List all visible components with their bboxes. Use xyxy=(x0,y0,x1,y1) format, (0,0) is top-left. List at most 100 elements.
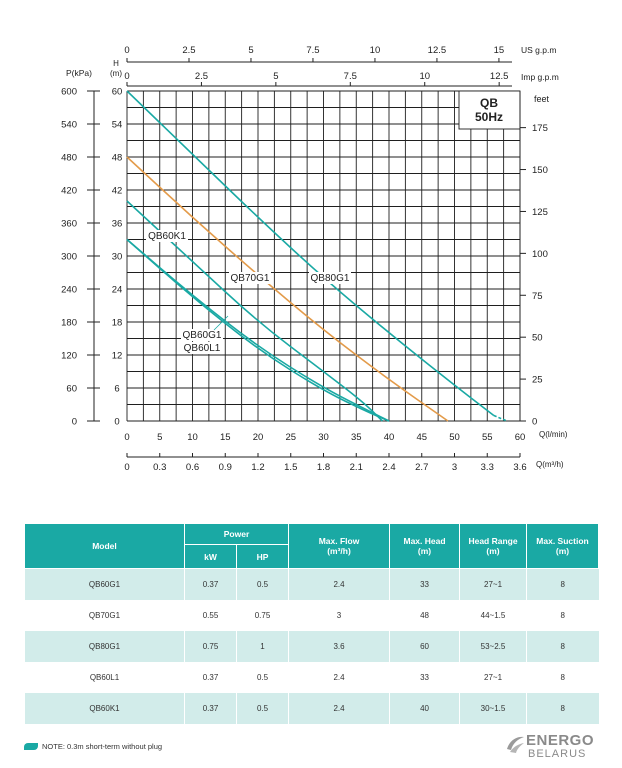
cell-model: QB60G1 xyxy=(24,568,185,600)
y-feet-label: feet xyxy=(534,94,550,104)
cell-kw: 0.37 xyxy=(184,568,237,600)
cell-kw: 0.75 xyxy=(184,631,237,662)
curve-label-bg xyxy=(181,342,223,354)
x-m3h-tick-label: 1.5 xyxy=(284,462,297,473)
y-head-tick-label: 24 xyxy=(112,285,123,296)
header-max-flow: Max. Flow (m³/h) xyxy=(288,523,391,569)
cell-max-suction: 8 xyxy=(526,631,599,662)
curve-label-qb70g1: QB70G1 xyxy=(231,273,270,284)
y-kpa-tick-label: 420 xyxy=(61,186,77,197)
cell-hp: 0.5 xyxy=(235,693,289,724)
cell-head-range: 27~1 xyxy=(459,568,527,600)
y-head-tick-label: 36 xyxy=(112,219,123,230)
cell-max-head: 48 xyxy=(389,600,460,631)
cell-hp: 1 xyxy=(235,631,289,662)
y-kpa-tick-label: 120 xyxy=(61,351,77,362)
x-lmin-label: Q(l/min) xyxy=(539,430,568,439)
x-lmin-tick-label: 5 xyxy=(157,432,162,443)
table-row: QB60L1 0.37 0.5 2.4 33 27~1 8 xyxy=(24,662,599,693)
y-head-tick-label: 18 xyxy=(112,318,123,329)
curve-label-qb60l1: QB60L1 xyxy=(184,343,221,354)
x-imp-label: Imp g.p.m xyxy=(521,72,559,82)
y-kpa-tick-label: 600 xyxy=(61,87,77,98)
x-m3h-tick-label: 0.9 xyxy=(219,462,232,473)
x-us-tick-label: 2.5 xyxy=(182,45,195,56)
x-m3h-tick-label: 2.7 xyxy=(415,462,428,473)
y-feet-tick-label: 50 xyxy=(532,333,543,344)
y-head-tick-label: 60 xyxy=(112,87,123,98)
x-m3h-tick-label: 0 xyxy=(124,462,129,473)
x-lmin-tick-label: 35 xyxy=(351,432,362,443)
x-m3h-tick-label: 2.1 xyxy=(350,462,363,473)
cell-head-range: 27~1 xyxy=(459,662,527,693)
y-kpa-tick-label: 480 xyxy=(61,153,77,164)
x-m3h-tick-label: 0.6 xyxy=(186,462,199,473)
curve-label-bg xyxy=(229,272,271,284)
y-head-tick-label: 48 xyxy=(112,153,123,164)
cell-max-flow: 3 xyxy=(288,600,390,631)
badge-model: QB xyxy=(480,96,498,110)
cell-hp: 0.5 xyxy=(235,568,289,600)
y-head-label-line1: H xyxy=(113,59,119,68)
curve-label-bg xyxy=(309,272,351,284)
cell-kw: 0.37 xyxy=(184,693,237,724)
y-head-label-line2: (m) xyxy=(110,69,122,78)
cell-max-flow: 2.4 xyxy=(288,693,390,724)
x-m3h-tick-label: 0.3 xyxy=(153,462,166,473)
x-m3h-tick-label: 1.2 xyxy=(251,462,264,473)
x-lmin-tick-label: 15 xyxy=(220,432,231,443)
curve-label-bg xyxy=(146,230,188,242)
table-row: QB80G1 0.75 1 3.6 60 53~2.5 8 xyxy=(24,631,599,662)
y-kpa-tick-label: 0 xyxy=(72,417,77,428)
footnote: NOTE: 0.3m short-term without plug xyxy=(42,742,163,751)
x-lmin-tick-label: 40 xyxy=(384,432,395,443)
curve-label-qb60g1: QB60G1 xyxy=(183,330,222,341)
header-kw: kW xyxy=(184,544,237,569)
x-lmin-tick-label: 45 xyxy=(416,432,427,443)
x-m3h-tick-label: 2.4 xyxy=(382,462,395,473)
logo-line1: ENERGO xyxy=(526,732,595,749)
y-head-tick-label: 6 xyxy=(114,384,119,395)
cell-max-suction: 8 xyxy=(526,600,599,631)
cell-max-flow: 2.4 xyxy=(288,568,390,600)
header-power: Power xyxy=(183,523,290,545)
note-marker xyxy=(24,743,38,750)
cell-max-flow: 3.6 xyxy=(288,631,390,662)
x-us-tick-label: 5 xyxy=(248,45,253,56)
cell-max-head: 40 xyxy=(389,693,460,724)
cell-max-suction: 8 xyxy=(526,568,599,600)
x-m3h-tick-label: 3.3 xyxy=(481,462,494,473)
x-imp-tick-label: 12.5 xyxy=(490,71,509,82)
cell-hp: 0.5 xyxy=(235,662,289,693)
x-us-tick-label: 0 xyxy=(124,45,129,56)
curve-label-qb60k1: QB60K1 xyxy=(148,231,186,242)
cell-model: QB60L1 xyxy=(24,662,185,693)
x-lmin-tick-label: 0 xyxy=(124,432,129,443)
x-imp-tick-label: 0 xyxy=(124,71,129,82)
x-imp-tick-label: 7.5 xyxy=(344,71,357,82)
x-us-tick-label: 10 xyxy=(370,45,381,56)
x-us-tick-label: 12.5 xyxy=(428,45,447,56)
y-kpa-tick-label: 60 xyxy=(66,384,77,395)
cell-head-range: 44~1.5 xyxy=(459,600,527,631)
cell-max-head: 60 xyxy=(389,631,460,662)
x-lmin-tick-label: 10 xyxy=(187,432,198,443)
y-feet-tick-label: 175 xyxy=(532,123,548,134)
cell-head-range: 30~1.5 xyxy=(459,693,527,724)
curve-label-qb80g1: QB80G1 xyxy=(311,273,350,284)
brand-logo: ENERGO BELARUS xyxy=(504,730,604,764)
x-lmin-tick-label: 20 xyxy=(253,432,264,443)
cell-kw: 0.37 xyxy=(184,662,237,693)
x-m3h-tick-label: 3.6 xyxy=(513,462,526,473)
swirl-logo-icon xyxy=(507,736,524,753)
header-hp: HP xyxy=(235,544,290,569)
cell-max-head: 33 xyxy=(389,568,460,600)
header-model: Model xyxy=(24,523,185,569)
x-lmin-tick-label: 25 xyxy=(285,432,296,443)
curve-label-bg xyxy=(181,329,223,341)
x-imp-tick-label: 10 xyxy=(419,71,430,82)
cell-max-flow: 2.4 xyxy=(288,662,390,693)
pump-performance-chart: QB 50Hz QB60K1 QB70G1 QB80G1 QB60G1 QB60L1 0 0 6 6… xyxy=(61,45,568,473)
x-lmin-tick-label: 30 xyxy=(318,432,329,443)
